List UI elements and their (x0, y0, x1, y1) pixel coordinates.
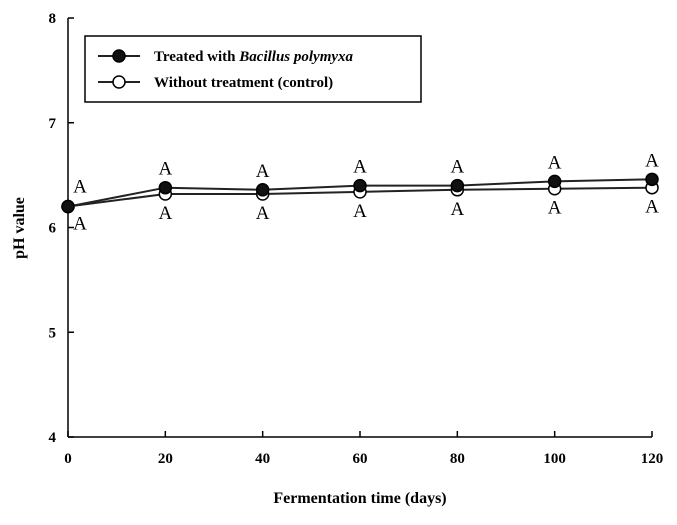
series-0-point-0 (61, 199, 75, 214)
annotation-series-0-2: A (256, 161, 270, 182)
annotation-series-1-3: A (353, 201, 367, 222)
x-tick-label-120: 120 (641, 451, 664, 467)
legend: Treated with Bacillus polymyxa Without t… (84, 35, 422, 103)
annotation-series-1-0: A (73, 214, 87, 235)
series-0-point-5 (547, 174, 562, 189)
annotation-layer: AA A A A A AAA A A A A A (73, 150, 659, 234)
series-layer (61, 172, 659, 214)
x-tick-label-40: 40 (255, 451, 270, 467)
y-tick-label-7: 7 (49, 116, 57, 132)
annotation-series-0-0: A (73, 177, 87, 198)
series-0-point-6 (645, 172, 659, 187)
y-tick-label-5: 5 (49, 325, 57, 341)
annotation-series-1-6: A (645, 197, 659, 218)
y-tick-label-6: 6 (49, 221, 57, 237)
legend-marker-control (112, 75, 126, 89)
legend-label-treated: Treated with Bacillus polymyxa (154, 49, 354, 65)
annotation-series-0-4: A (450, 157, 464, 178)
annotation-series-1-4: A (450, 199, 464, 220)
annotation-series-1-1: A (158, 203, 172, 224)
y-tick-label-4: 4 (49, 430, 57, 446)
x-axis-title: Fermentation time (days) (273, 490, 446, 507)
series-0-point-2 (255, 183, 270, 197)
series-0-point-4 (450, 178, 465, 193)
x-tick-label-100: 100 (543, 451, 566, 467)
x-tick-label-80: 80 (450, 451, 465, 467)
annotation-series-0-3: A (353, 157, 367, 178)
legend-label-control: Without treatment (control) (154, 75, 333, 91)
legend-marker-treated (112, 49, 126, 63)
legend-label-treated-italic: Bacillus polymyxa (238, 49, 353, 65)
annotation-series-0-1: A (158, 159, 172, 180)
x-tick-label-20: 20 (158, 451, 173, 467)
annotation-series-1-5: A (548, 198, 562, 219)
x-tick-label-0: 0 (64, 451, 72, 467)
annotation-series-1-2: A (256, 203, 270, 224)
legend-label-treated-plain: Treated with (154, 49, 239, 65)
series-0-point-3 (353, 178, 367, 193)
annotation-series-0-5: A (548, 152, 562, 173)
y-axis-title: pH value (11, 197, 28, 259)
legend-box (84, 35, 422, 103)
x-tick-label-60: 60 (353, 451, 368, 467)
annotation-series-0-6: A (645, 150, 659, 171)
series-0-point-1 (158, 180, 173, 195)
y-tick-label-8: 8 (49, 11, 57, 27)
